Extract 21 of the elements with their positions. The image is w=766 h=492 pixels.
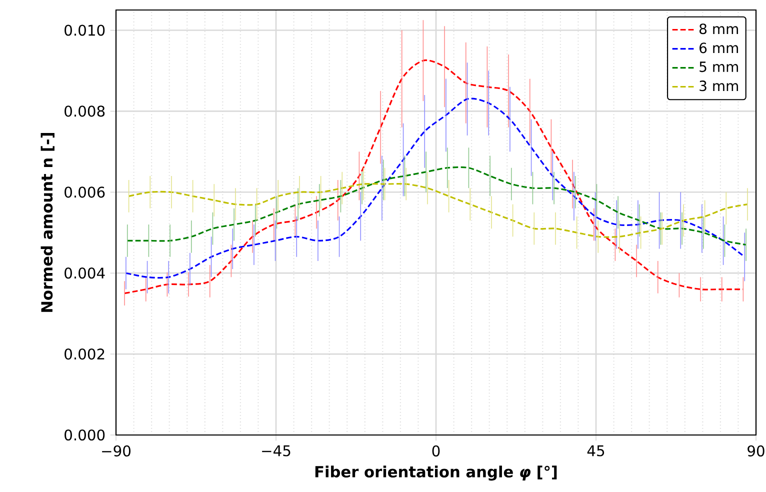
y-tick-label: 0.004 (64, 268, 105, 279)
line-series (125, 98, 746, 279)
y-axis-title: Normed amount n [-] (40, 133, 54, 312)
y-tick-label: 0.000 (64, 429, 105, 441)
line-series (124, 59, 744, 294)
legend-label: 6 mm (700, 42, 738, 54)
x-tick-label: 0 (432, 445, 440, 456)
y-tick-label: 0.002 (64, 348, 104, 360)
x-tick-label: −90 (102, 445, 130, 456)
legend-label: 5 mm (700, 62, 738, 72)
x-axis-title: Fiber orientation angle φ [°] (315, 466, 557, 481)
line-series (128, 182, 748, 238)
y-tick-label: 0.010 (64, 24, 105, 36)
x-tick-label: −45 (262, 445, 290, 456)
y-tick-label: 0.008 (64, 106, 105, 117)
x-tick-label: 90 (748, 445, 764, 456)
line-series (126, 166, 747, 246)
legend-label: 8 mm (700, 24, 738, 34)
y-tick-label: 0.006 (64, 186, 105, 198)
x-tick-label: 45 (587, 445, 604, 456)
legend-label: 3 mm (700, 80, 738, 92)
